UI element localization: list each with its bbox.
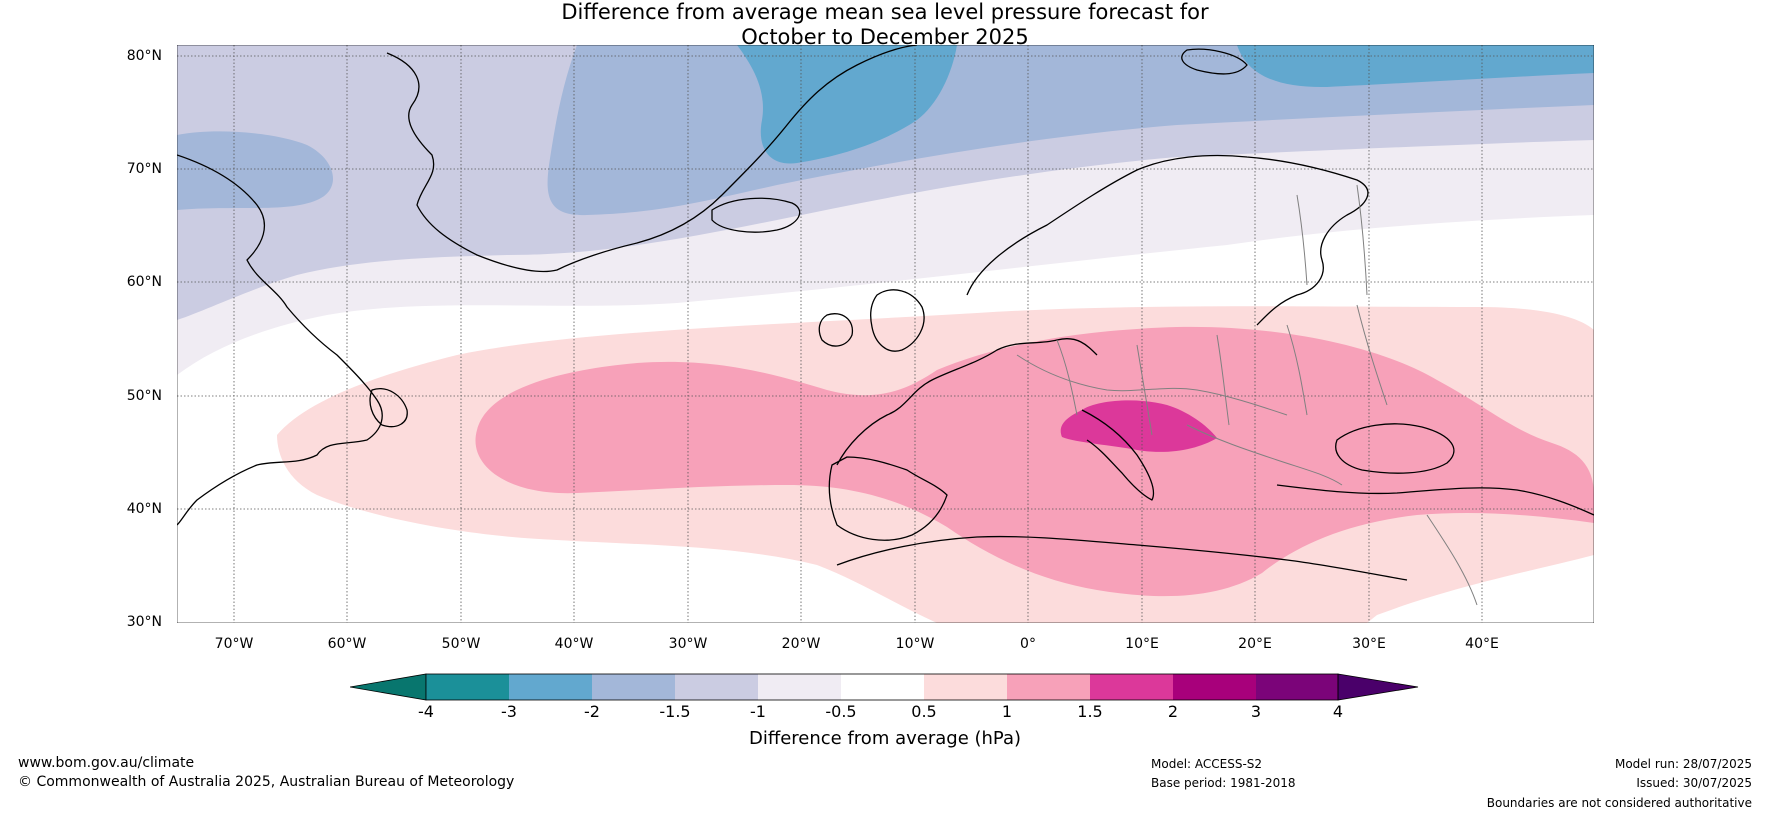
colorbar-tick: 3	[1250, 702, 1262, 721]
colorbar-tick: -3	[501, 702, 517, 721]
lat-label-40n: 40°N	[126, 501, 162, 517]
lon-label-40e: 40°E	[1465, 636, 1499, 652]
model-name: Model: ACCESS-S2	[1151, 757, 1263, 771]
colorbar-tick: -1.5	[659, 702, 691, 721]
lon-label-70w: 70°W	[214, 636, 254, 652]
colorbar-swatch-lt-4	[350, 673, 427, 701]
colorbar-swatch-1-0.5	[758, 674, 841, 700]
colorbar-swatch-3-2	[509, 674, 592, 700]
mediterranean-south-coast	[836, 535, 1408, 581]
contour-pos-1	[475, 326, 1594, 597]
lon-label-40w: 40°W	[554, 636, 594, 652]
lon-label-0: 0°	[1020, 636, 1036, 652]
colorbar-swatch-2-3	[1173, 674, 1256, 700]
lon-label-50w: 50°W	[441, 636, 481, 652]
colorbar-tick: 2	[1167, 702, 1179, 721]
lat-label-80n: 80°N	[126, 48, 162, 64]
greenland-coast	[386, 45, 918, 273]
lon-label-60w: 60°W	[327, 636, 367, 652]
contour-neg-2	[737, 45, 957, 164]
base-period: Base period: 1981-2018	[1151, 776, 1296, 790]
lon-label-10w: 10°W	[895, 636, 935, 652]
british-isles-coast	[818, 289, 925, 352]
colorbar-tick: 4	[1332, 702, 1344, 721]
colorbar-swatch-1.5-2	[1090, 674, 1173, 700]
colorbar-tick: -4	[418, 702, 434, 721]
title-line-1: Difference from average mean sea level p…	[561, 0, 1209, 24]
copyright-text: © Commonwealth of Australia 2025, Austra…	[18, 774, 515, 790]
lon-label-10e: 10°E	[1125, 636, 1159, 652]
colorbar-swatch-1.5-1	[675, 674, 758, 700]
colorbar-swatch-0.5-1	[924, 674, 1007, 700]
lat-label-70n: 70°N	[126, 161, 162, 177]
lon-label-30e: 30°E	[1352, 636, 1386, 652]
lat-label-60n: 60°N	[126, 274, 162, 290]
svalbard-coast	[1181, 48, 1248, 75]
scandinavia-coast	[966, 154, 1369, 326]
colorbar-swatch-3-4	[1256, 674, 1338, 700]
lat-label-30n: 30°N	[126, 614, 162, 630]
contour-neg-1.5-west	[177, 131, 334, 210]
colorbar	[350, 673, 1419, 701]
colorbar-swatch-2-1.5	[592, 674, 675, 700]
colorbar-label: Difference from average (hPa)	[748, 728, 1022, 749]
iceland-coast	[711, 197, 801, 233]
newfoundland-coast	[369, 388, 408, 428]
contour-neg-2-east	[1237, 45, 1594, 88]
europe-mainland-coast	[836, 338, 1098, 466]
website-link[interactable]: www.bom.gov.au/climate	[18, 755, 195, 771]
colorbar-swatch-1-1.5	[1007, 674, 1090, 700]
model-run-date: Model run: 28/07/2025	[1614, 757, 1752, 771]
colorbar-tick: -0.5	[825, 702, 857, 721]
colorbar-tick: 1.5	[1077, 702, 1103, 721]
colorbar-tick: -2	[584, 702, 600, 721]
colorbar-swatch-0.5-0.5	[841, 674, 924, 700]
pressure-anomaly-map	[177, 45, 1594, 623]
turkey-levant-coast	[1276, 484, 1594, 516]
baffin-canada-coast	[177, 154, 383, 526]
lon-label-20w: 20°W	[781, 636, 821, 652]
black-sea-coast	[1335, 423, 1455, 474]
map-title: Difference from average mean sea level p…	[0, 0, 1770, 50]
colorbar-swatch-gt-4	[1337, 673, 1419, 701]
lon-label-20e: 20°E	[1238, 636, 1272, 652]
boundaries-disclaimer: Boundaries are not considered authoritat…	[1486, 796, 1752, 810]
contour-pos-1.5	[1060, 400, 1217, 452]
issued-date: Issued: 30/07/2025	[1636, 776, 1752, 790]
colorbar-frame	[425, 673, 1339, 701]
colorbar-tick: 1	[1001, 702, 1013, 721]
colorbar-tick: -1	[750, 702, 766, 721]
iberia-coast	[828, 456, 948, 541]
italy-coast	[1081, 409, 1155, 501]
coastlines	[177, 45, 1594, 581]
graticule	[177, 45, 1594, 623]
country-borders	[1016, 184, 1478, 606]
lat-label-50n: 50°N	[126, 388, 162, 404]
colorbar-swatch-4-3	[426, 674, 509, 700]
colorbar-tick: 0.5	[911, 702, 937, 721]
lon-label-30w: 30°W	[668, 636, 708, 652]
